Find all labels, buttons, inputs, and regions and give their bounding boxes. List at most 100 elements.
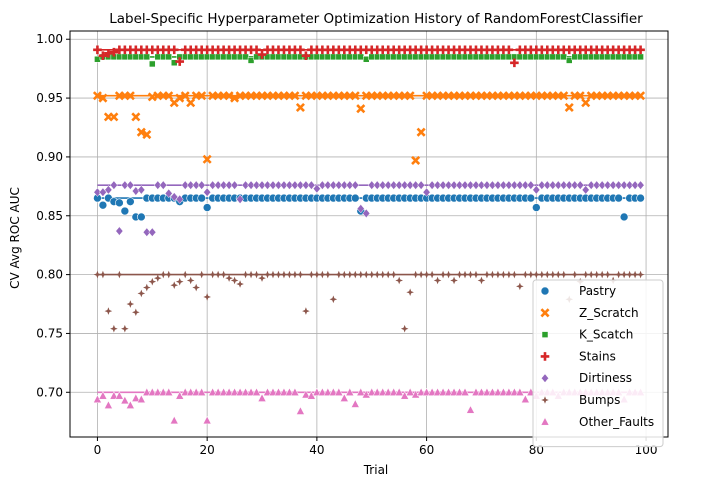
point-dirtiness (598, 180, 607, 190)
point-bumps (367, 270, 376, 279)
point-bumps (104, 307, 113, 315)
point-k-scatch (478, 53, 485, 61)
legend-marker-pastry (540, 286, 550, 296)
point-dirtiness (614, 180, 623, 190)
point-dirtiness (214, 180, 223, 190)
point-k-scatch (620, 53, 628, 61)
point-other-faults (394, 387, 404, 396)
point-bumps (603, 270, 612, 279)
point-other-faults (290, 387, 300, 396)
point-pastry (614, 193, 623, 203)
point-dirtiness (450, 180, 458, 190)
point-dirtiness (570, 180, 579, 190)
point-k-scatch (609, 53, 617, 61)
point-other-faults (285, 387, 294, 396)
point-bumps (592, 270, 601, 279)
point-k-scatch (472, 53, 480, 61)
point-other-faults (466, 405, 475, 414)
point-bumps (164, 270, 173, 279)
point-z-scratch (197, 91, 207, 101)
point-k-scatch (587, 53, 595, 61)
point-bumps (186, 276, 195, 285)
point-stains (175, 57, 185, 66)
y-tick-label: 0.85 (36, 209, 63, 223)
point-bumps (252, 270, 261, 279)
point-bumps (631, 270, 639, 279)
point-other-faults (263, 387, 272, 396)
point-dirtiness (384, 180, 393, 190)
point-z-scratch (109, 112, 119, 122)
point-other-faults (103, 400, 113, 409)
point-k-scatch (516, 53, 524, 61)
point-k-scatch (631, 53, 639, 61)
point-other-faults (208, 387, 218, 396)
legend-label-bumps: Bumps (579, 393, 620, 407)
point-dirtiness (581, 185, 590, 195)
point-bumps (247, 270, 255, 279)
point-bumps (461, 270, 469, 279)
point-other-faults (114, 391, 124, 400)
point-other-faults (142, 387, 152, 396)
point-other-faults (350, 399, 360, 408)
point-dirtiness (241, 180, 250, 190)
point-z-scratch (581, 98, 591, 108)
point-bumps (625, 270, 634, 279)
point-k-scatch (395, 53, 403, 61)
point-bumps (614, 270, 623, 279)
point-other-faults (345, 387, 355, 396)
point-k-scatch (220, 53, 227, 61)
point-other-faults (241, 387, 250, 396)
point-dirtiness (373, 180, 382, 190)
point-dirtiness (362, 208, 371, 219)
point-other-faults (477, 387, 486, 396)
point-bumps (538, 270, 546, 279)
point-bumps (340, 270, 349, 279)
y-tick-label: 0.70 (36, 385, 63, 399)
legend-marker-stains (540, 352, 550, 361)
point-bumps (313, 270, 321, 279)
point-k-scatch (456, 53, 463, 61)
point-bumps (587, 270, 595, 279)
point-dirtiness (609, 180, 618, 190)
point-dirtiness (636, 180, 645, 190)
point-other-faults (180, 387, 190, 396)
point-other-faults (301, 389, 311, 399)
point-bumps (285, 270, 294, 279)
point-k-scatch (390, 53, 397, 61)
point-other-faults (515, 387, 525, 396)
point-pastry (636, 193, 645, 203)
point-dirtiness (208, 180, 217, 190)
point-dirtiness (472, 180, 480, 190)
point-k-scatch (352, 53, 359, 61)
point-dirtiness (312, 184, 321, 194)
point-bumps (175, 277, 184, 286)
point-z-scratch (164, 91, 174, 101)
point-dirtiness (510, 180, 519, 190)
point-bumps (516, 282, 524, 291)
point-k-scatch (242, 53, 249, 61)
point-k-scatch (406, 53, 414, 61)
point-z-scratch (125, 91, 135, 101)
point-dirtiness (466, 180, 475, 190)
point-dirtiness (247, 180, 255, 190)
point-bumps (296, 270, 305, 279)
point-dirtiness (120, 180, 129, 190)
point-bumps (581, 270, 590, 279)
point-z-scratch (98, 93, 108, 103)
point-dirtiness (620, 180, 629, 190)
point-bumps (406, 288, 414, 297)
point-other-faults (372, 387, 382, 396)
point-dirtiness (170, 192, 179, 202)
point-bumps (428, 270, 436, 279)
plot-frame (69, 30, 669, 438)
point-other-faults (493, 387, 503, 396)
point-pastry (126, 197, 135, 206)
point-bumps (269, 270, 277, 279)
point-k-scatch (544, 53, 551, 61)
point-dirtiness (192, 180, 201, 190)
point-dirtiness (186, 180, 195, 190)
point-dirtiness (164, 188, 173, 199)
point-dirtiness (625, 180, 634, 190)
point-z-scratch (230, 93, 240, 103)
point-bumps (324, 270, 332, 279)
